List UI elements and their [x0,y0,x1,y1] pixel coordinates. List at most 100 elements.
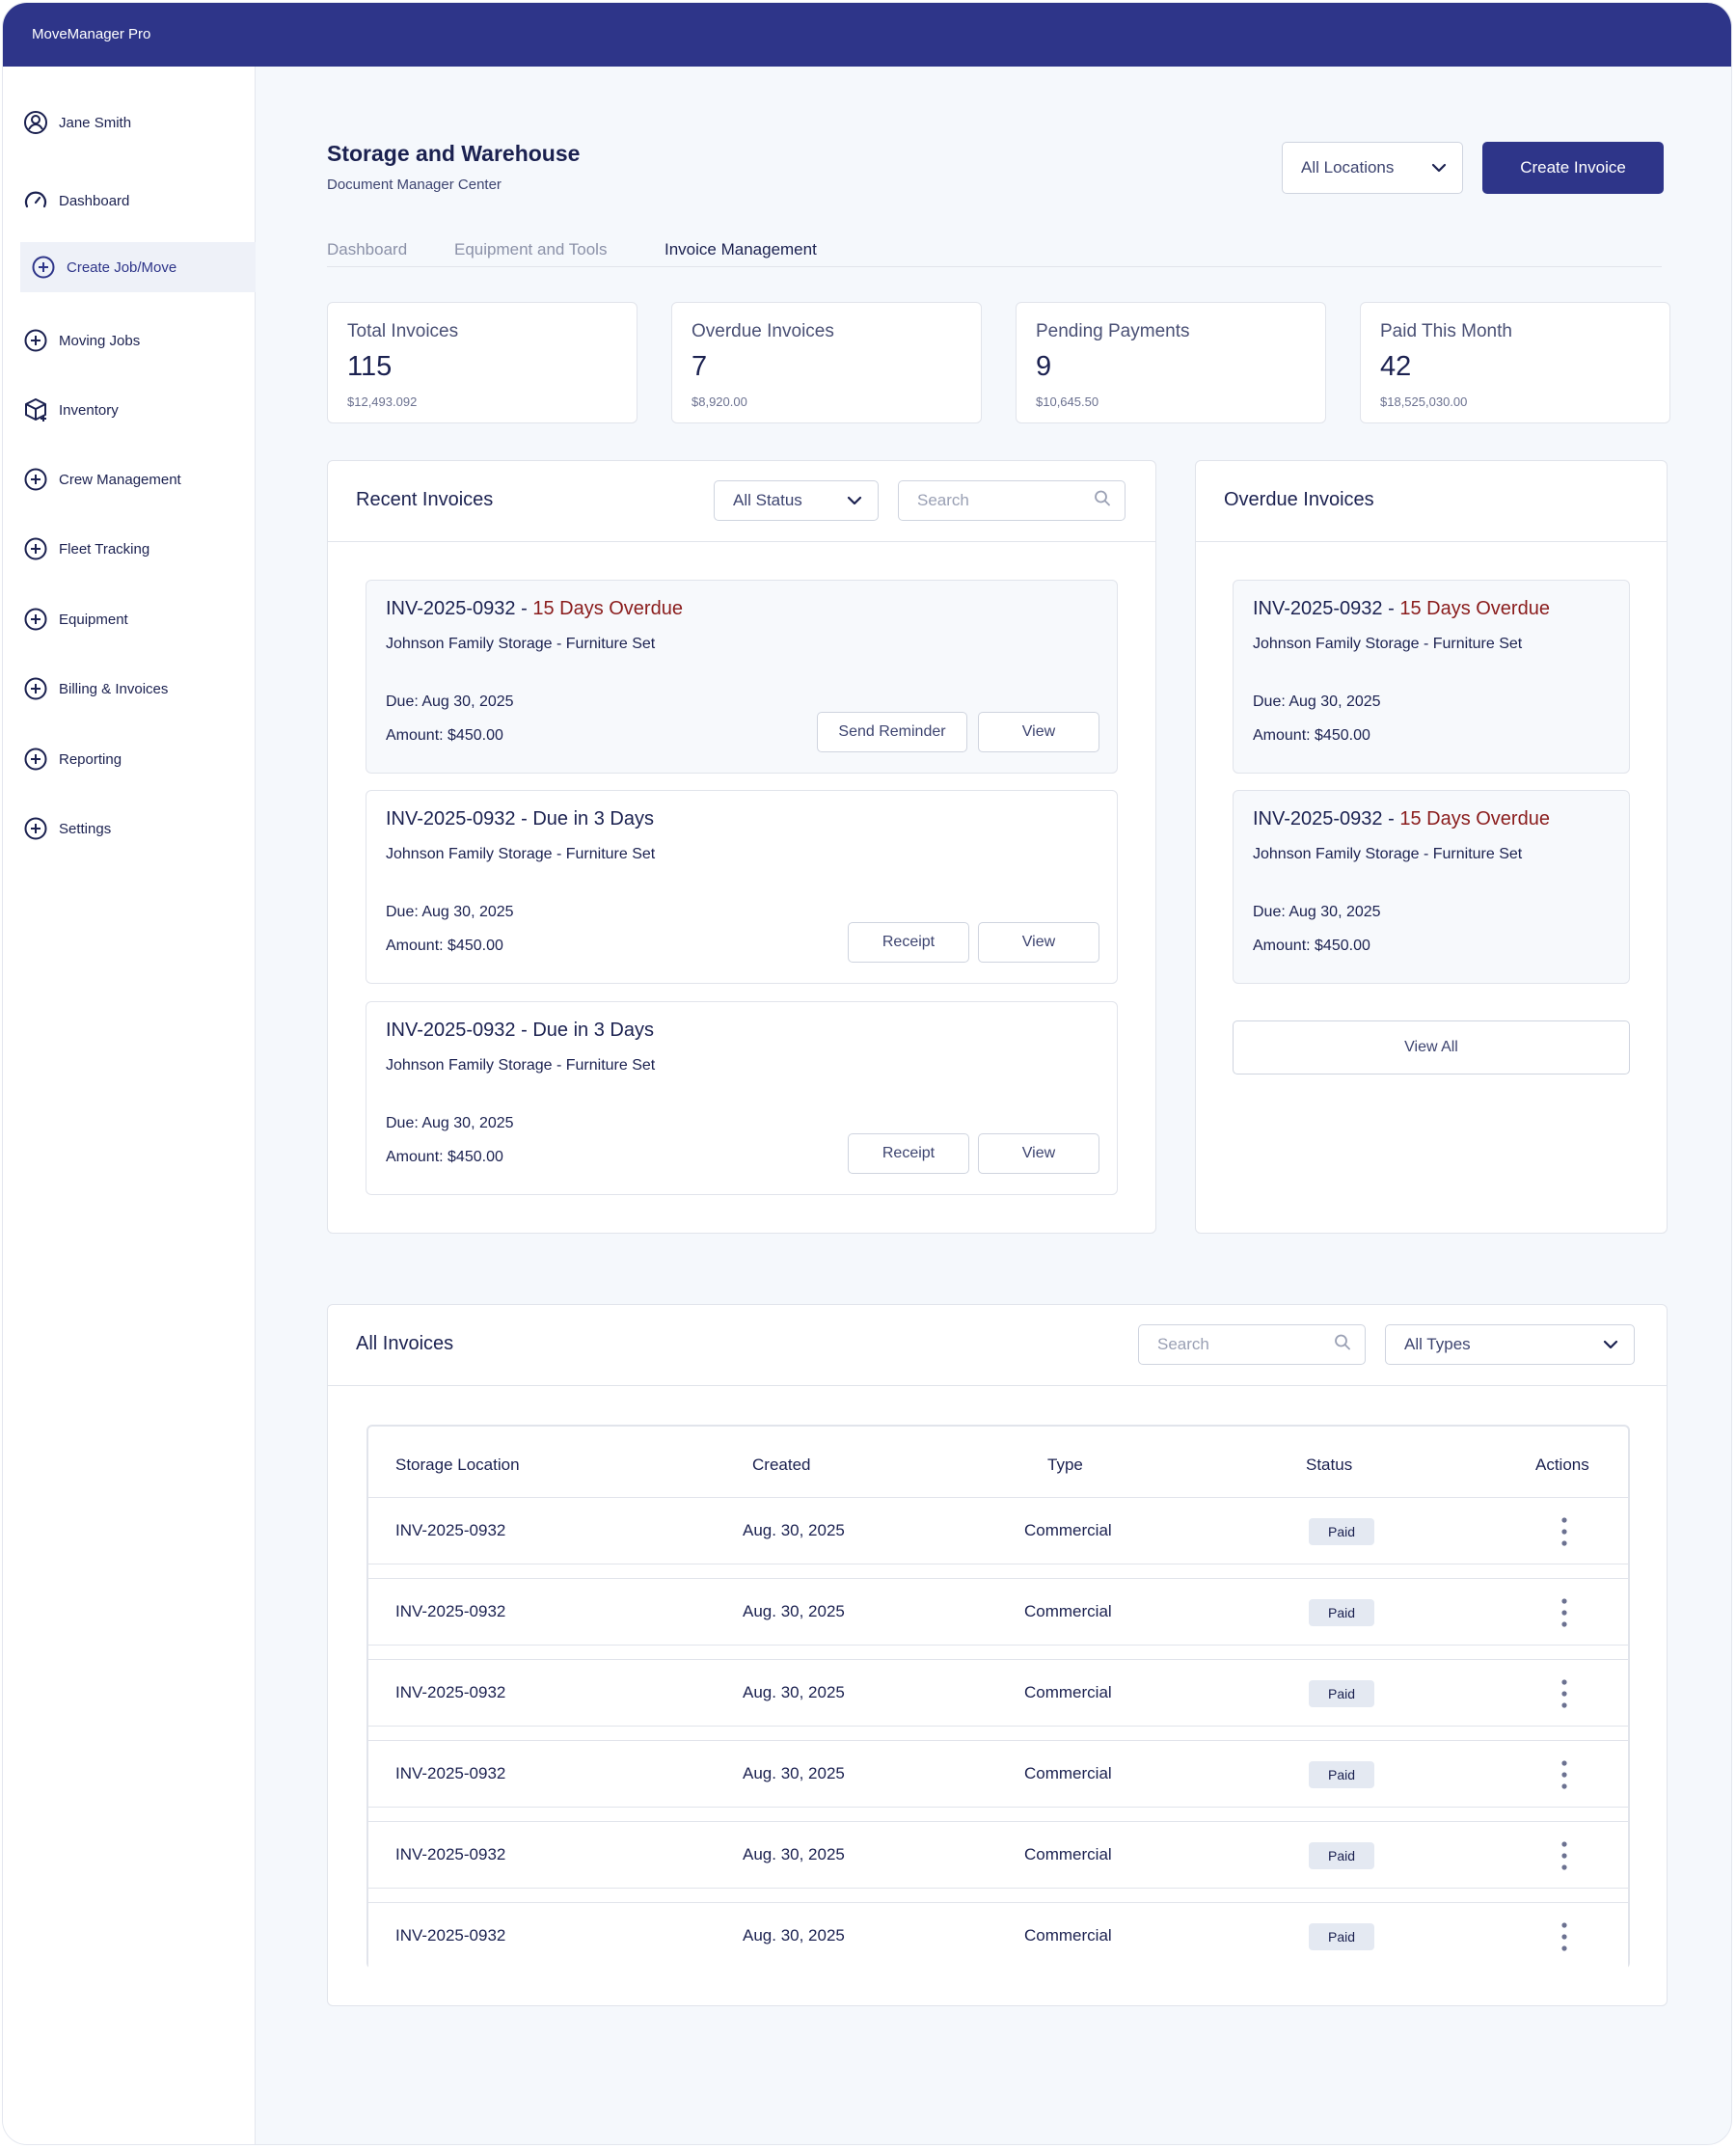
invoice-card: INV-2025-0932 - Due in 3 Days Johnson Fa… [366,1001,1118,1195]
sidebar: Jane Smith Dashboard Create Job/Move Mov… [3,67,256,2144]
stat-value: 115 [347,351,393,382]
sidebar-item-moving-jobs[interactable]: Moving Jobs [22,315,256,366]
invoice-description: Johnson Family Storage - Furniture Set [1253,846,1523,862]
cell-type: Commercial [1024,1683,1112,1701]
invoice-due-date: Due: Aug 30, 2025 [386,694,514,710]
type-select[interactable]: All Types [1385,1324,1635,1365]
cell-type: Commercial [1024,1602,1112,1620]
receipt-button[interactable]: Receipt [848,1133,969,1174]
sidebar-item-settings[interactable]: Settings [22,803,256,854]
table-row[interactable]: INV-2025-0932 Aug. 30, 2025 Commercial P… [368,1659,1628,1727]
more-vertical-icon[interactable] [1555,1515,1574,1548]
cell-created: Aug. 30, 2025 [743,1845,845,1863]
create-invoice-button[interactable]: Create Invoice [1482,142,1664,194]
invoice-status: 15 Days Overdue [532,598,683,619]
invoice-status: 15 Days Overdue [1399,808,1550,830]
type-select-value: All Types [1404,1335,1471,1353]
view-all-button[interactable]: View All [1233,1020,1630,1074]
plus-circle-icon [22,535,49,562]
invoice-id: INV-2025-0932 [1253,808,1383,830]
invoice-amount: Amount: $450.00 [1253,727,1370,744]
stat-amount: $8,920.00 [692,394,747,409]
cell-id: INV-2025-0932 [395,1521,506,1539]
stat-label: Total Invoices [347,321,459,341]
view-button[interactable]: View [978,922,1099,963]
invoice-id: INV-2025-0932 [1253,598,1383,619]
sidebar-item-reporting[interactable]: Reporting [22,734,256,784]
sidebar-item-label: Inventory [59,401,119,419]
invoice-card-title: INV-2025-0932 - 15 Days Overdue [386,598,683,620]
sidebar-item-billing[interactable]: Billing & Invoices [22,664,256,714]
sidebar-item-equipment[interactable]: Equipment [22,594,256,644]
status-badge: Paid [1309,1680,1374,1707]
search-placeholder: Search [917,491,969,509]
table-row[interactable]: INV-2025-0932 Aug. 30, 2025 Commercial P… [368,1497,1628,1564]
tab-equipment-and-tools[interactable]: Equipment and Tools [454,240,608,258]
cell-id: INV-2025-0932 [395,1683,506,1701]
panel-header: Recent Invoices All Status Search [328,461,1155,542]
table-row[interactable]: INV-2025-0932 Aug. 30, 2025 Commercial P… [368,1821,1628,1889]
location-select[interactable]: All Locations [1282,142,1463,194]
cell-type: Commercial [1024,1926,1112,1945]
tab-bar: Dashboard Equipment and Tools Invoice Ma… [327,229,1662,267]
invoice-description: Johnson Family Storage - Furniture Set [386,1057,656,1074]
more-vertical-icon[interactable] [1555,1596,1574,1629]
sidebar-item-inventory[interactable]: Inventory [22,385,256,435]
invoice-id: INV-2025-0932 [386,598,516,619]
view-button[interactable]: View [978,712,1099,752]
overdue-invoice-card: INV-2025-0932 - 15 Days Overdue Johnson … [1233,790,1630,984]
cell-id: INV-2025-0932 [395,1845,506,1863]
sidebar-item-label: Crew Management [59,471,181,488]
stat-label: Paid This Month [1380,321,1512,341]
invoice-due-date: Due: Aug 30, 2025 [386,904,514,920]
plus-circle-icon [22,466,49,493]
invoice-description: Johnson Family Storage - Furniture Set [386,846,656,862]
sidebar-item-fleet-tracking[interactable]: Fleet Tracking [22,524,256,574]
table-row[interactable]: INV-2025-0932 Aug. 30, 2025 Commercial P… [368,1740,1628,1808]
sidebar-item-label: Settings [59,820,112,837]
sidebar-item-label: Dashboard [59,192,130,209]
sidebar-item-label: Equipment [59,611,128,628]
recent-search-input[interactable]: Search [898,480,1126,521]
send-reminder-button[interactable]: Send Reminder [817,712,967,752]
table-row[interactable]: INV-2025-0932 Aug. 30, 2025 Commercial P… [368,1578,1628,1646]
user-profile[interactable]: Jane Smith [22,97,256,148]
tab-invoice-management[interactable]: Invoice Management [665,240,817,258]
invoice-description: Johnson Family Storage - Furniture Set [386,636,656,652]
invoice-description: Johnson Family Storage - Furniture Set [1253,636,1523,652]
sidebar-item-label: Reporting [59,750,122,768]
all-invoices-search-input[interactable]: Search [1138,1324,1366,1365]
panel-title: Overdue Invoices [1224,489,1374,510]
tab-dashboard[interactable]: Dashboard [327,240,408,258]
receipt-button[interactable]: Receipt [848,922,969,963]
sidebar-item-create-job[interactable]: Create Job/Move [20,242,256,292]
cell-type: Commercial [1024,1521,1112,1539]
invoice-status: 15 Days Overdue [1399,598,1550,619]
invoice-card-title: INV-2025-0932 - Due in 3 Days [386,808,654,830]
stat-card-pending: Pending Payments 9 $10,645.50 [1016,302,1326,423]
status-badge: Paid [1309,1923,1374,1950]
sidebar-item-crew-management[interactable]: Crew Management [22,454,256,504]
more-vertical-icon[interactable] [1555,1677,1574,1710]
status-select[interactable]: All Status [714,480,879,521]
column-header: Type [1047,1455,1083,1474]
view-button[interactable]: View [978,1133,1099,1174]
cell-created: Aug. 30, 2025 [743,1521,845,1539]
invoice-card-title: INV-2025-0932 - 15 Days Overdue [1253,808,1550,830]
more-vertical-icon[interactable] [1555,1839,1574,1872]
invoice-due-date: Due: Aug 30, 2025 [1253,904,1381,920]
more-vertical-icon[interactable] [1555,1920,1574,1953]
stat-card-paid: Paid This Month 42 $18,525,030.00 [1360,302,1670,423]
overdue-invoices-panel: Overdue Invoices INV-2025-0932 - 15 Days… [1195,460,1668,1234]
sidebar-item-label: Create Job/Move [67,258,177,276]
chevron-down-icon [847,491,862,510]
sidebar-item-label: Moving Jobs [59,332,141,349]
search-icon [1334,1334,1351,1356]
cell-created: Aug. 30, 2025 [743,1683,845,1701]
more-vertical-icon[interactable] [1555,1758,1574,1791]
sidebar-item-dashboard[interactable]: Dashboard [22,176,256,226]
stat-amount: $12,493.092 [347,394,418,409]
invoice-amount: Amount: $450.00 [1253,938,1370,954]
table-row[interactable]: INV-2025-0932 Aug. 30, 2025 Commercial P… [368,1902,1628,1970]
